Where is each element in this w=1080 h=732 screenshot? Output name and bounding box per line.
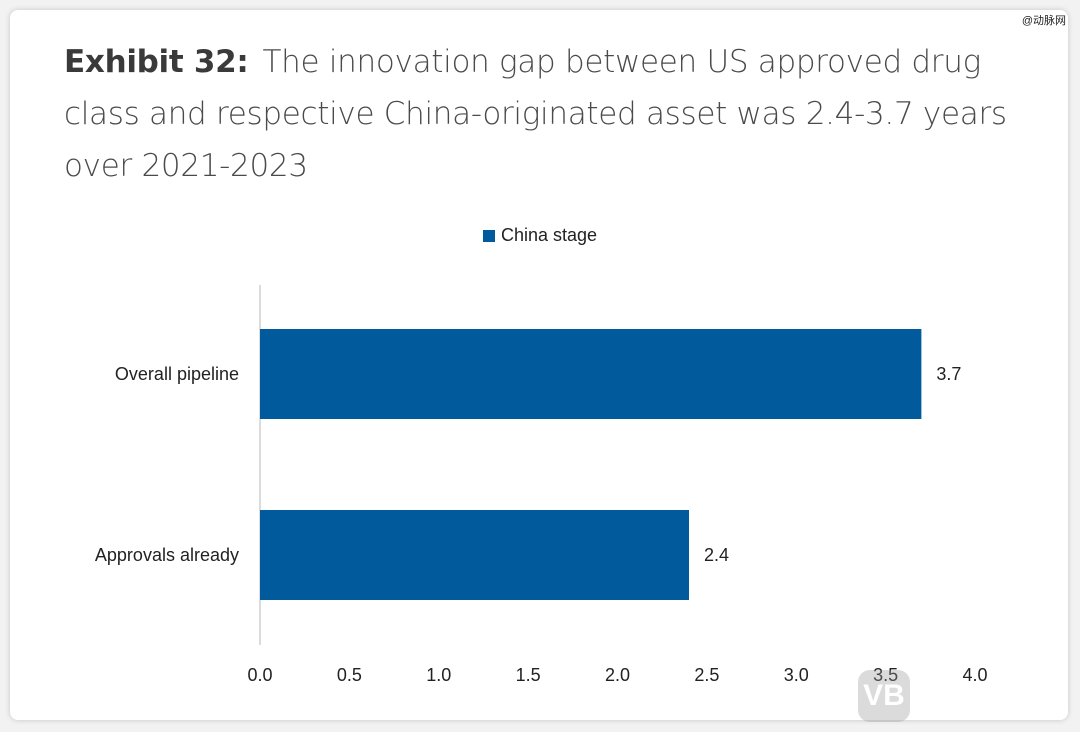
chart-title: Exhibit 32: The innovation gap between US… (64, 36, 1024, 192)
x-tick-label: 3.5 (873, 665, 898, 685)
x-tick-label: 3.0 (784, 665, 809, 685)
data-label: 3.7 (936, 364, 961, 384)
x-tick-label: 2.5 (694, 665, 719, 685)
x-tick-label: 2.0 (605, 665, 630, 685)
x-tick-label: 1.5 (516, 665, 541, 685)
data-label: 2.4 (704, 545, 729, 565)
bar (260, 510, 689, 600)
watermark-text: @动脉网 (1021, 15, 1066, 27)
x-tick-label: 1.0 (426, 665, 451, 685)
bar (260, 329, 922, 419)
x-tick-label: 0.0 (247, 665, 272, 685)
legend: China stage (483, 225, 597, 246)
x-tick-label: 4.0 (962, 665, 987, 685)
legend-label: China stage (501, 225, 598, 245)
watermark-logo: VB (858, 670, 920, 722)
title-text: The innovation gap between US approved d… (64, 44, 1007, 184)
exhibit-label: Exhibit 32: (64, 44, 249, 80)
legend-swatch (483, 229, 495, 242)
category-label: Overall pipeline (115, 364, 239, 384)
logo-icon: VB (858, 670, 910, 722)
x-tick-label: 0.5 (337, 665, 362, 685)
category-label: Approvals already (95, 545, 239, 565)
